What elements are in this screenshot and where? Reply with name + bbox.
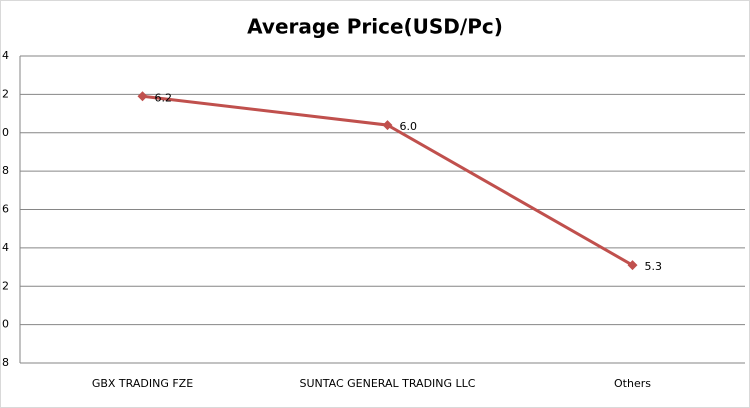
y-tick-label: 8: [2, 164, 9, 177]
data-label: 6.0: [400, 120, 418, 133]
y-tick-label: 2: [2, 279, 9, 292]
y-tick-label: 2: [2, 87, 9, 100]
y-tick-label: 0: [2, 318, 9, 331]
x-tick-label: Others: [614, 377, 651, 390]
y-tick-label: 6: [2, 203, 9, 216]
data-label: 5.3: [645, 260, 663, 273]
y-tick-label: 8: [2, 356, 9, 369]
x-tick-label: GBX TRADING FZE: [92, 377, 193, 390]
data-label: 6.2: [155, 91, 173, 104]
marker: [137, 91, 148, 102]
y-tick-label: 0: [2, 126, 9, 139]
marker: [627, 260, 638, 271]
x-tick-label: SUNTAC GENERAL TRADING LLC: [300, 377, 476, 390]
y-tick-label: 4: [2, 49, 9, 62]
marker: [382, 120, 393, 131]
chart-title: Average Price(USD/Pc): [247, 15, 503, 39]
y-tick-label: 4: [2, 241, 9, 254]
